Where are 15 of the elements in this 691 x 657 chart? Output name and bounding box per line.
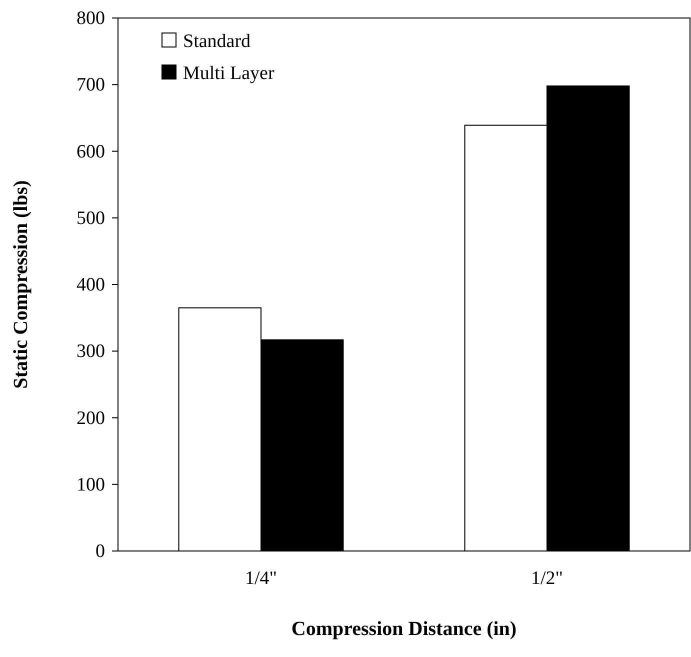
x-tick-label: 1/4" (244, 568, 278, 589)
y-tick-label: 600 (76, 141, 105, 162)
y-axis-title: Static Compression (lbs) (10, 180, 32, 389)
y-tick-label: 0 (96, 541, 105, 562)
y-tick-label: 500 (76, 208, 105, 229)
y-tick-label: 100 (76, 474, 105, 496)
y-tick-label: 200 (76, 408, 105, 429)
legend-label: Multi Layer (183, 63, 275, 84)
y-tick-label: 400 (76, 274, 105, 296)
y-tick-label: 700 (76, 74, 105, 96)
x-tick-label: 1/2" (530, 568, 564, 589)
y-tick-label: 800 (76, 8, 105, 30)
x-axis-title: Compression Distance (in) (291, 618, 517, 640)
y-tick-label: 300 (76, 341, 105, 362)
legend-label: Standard (183, 31, 252, 52)
